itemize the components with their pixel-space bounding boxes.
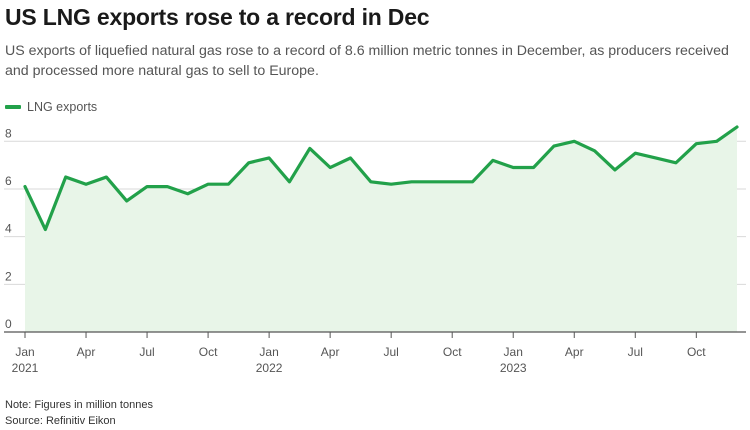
y-tick-label: 2 — [5, 269, 12, 283]
x-tick-label: Jul — [139, 345, 154, 359]
chart-subtitle: US exports of liquefied natural gas rose… — [5, 43, 729, 79]
x-axis-ticks: Jan 2021 Apr Jul Oct Jan 2022 Apr Jul Oct Jan 2023 A… — [12, 332, 706, 375]
x-tick-year-label: 2022 — [256, 361, 283, 375]
y-axis-ticks: 0 2 4 6 8 — [5, 126, 12, 331]
x-tick-label: Jan — [259, 345, 278, 359]
legend-label: LNG exports — [27, 100, 98, 114]
legend-swatch — [5, 105, 21, 109]
chart-notes: Note: Figures in million tonnes Source: … — [5, 397, 153, 429]
area-fill — [25, 127, 737, 332]
x-tick-label: Jan — [15, 345, 34, 359]
y-tick-label: 0 — [5, 317, 12, 331]
chart-title: US LNG exports rose to a record in Dec — [5, 4, 430, 30]
x-tick-label: Apr — [565, 345, 584, 359]
x-tick-label: Oct — [199, 345, 218, 359]
x-tick-label: Jan — [504, 345, 523, 359]
x-tick-label: Apr — [321, 345, 340, 359]
source-text: Source: Refinitiv Eikon — [5, 415, 116, 427]
y-tick-label: 6 — [5, 174, 12, 188]
series-line-lng-exports — [23, 125, 739, 232]
y-tick-label: 4 — [5, 222, 12, 236]
y-tick-label: 8 — [5, 126, 12, 140]
x-tick-label: Oct — [443, 345, 462, 359]
x-tick-year-label: 2023 — [500, 361, 527, 375]
x-tick-label: Jul — [383, 345, 398, 359]
x-tick-label: Apr — [77, 345, 96, 359]
x-tick-label: Oct — [687, 345, 706, 359]
line-chart: Jan 2021 Apr Jul Oct Jan 2022 Apr Jul Oct Jan 2023 A… — [4, 125, 746, 375]
x-tick-year-label: 2021 — [12, 361, 39, 375]
x-tick-label: Jul — [628, 345, 643, 359]
note-text: Note: Figures in million tonnes — [5, 399, 153, 411]
legend: LNG exports — [5, 100, 97, 114]
